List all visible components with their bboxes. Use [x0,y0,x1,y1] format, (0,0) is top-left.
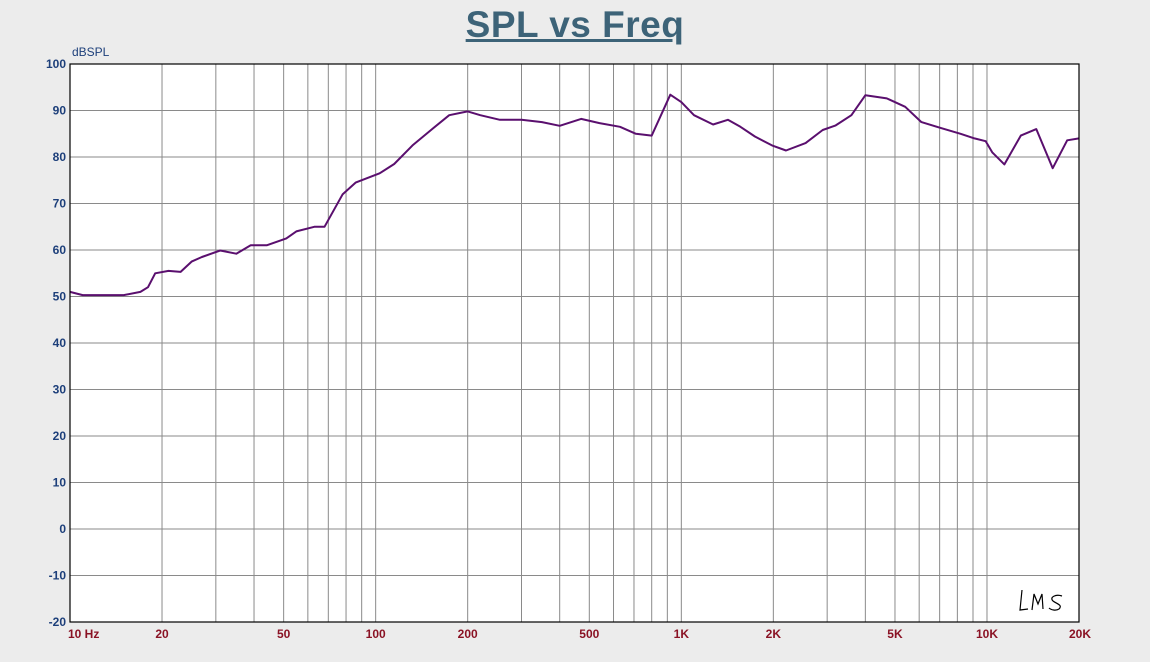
x-tick-label: 50 [277,627,291,641]
y-axis-label: dBSPL [72,45,110,59]
y-tick-label: 40 [53,336,67,350]
x-tick-label: 2K [766,627,782,641]
x-tick-label: 500 [579,627,599,641]
x-tick-label: 20 [155,627,169,641]
x-tick-label: 10 Hz [68,627,99,641]
x-tick-label: 1K [674,627,690,641]
x-tick-label: 200 [458,627,478,641]
y-tick-label: 10 [53,476,67,490]
plot-border [69,63,1080,623]
y-tick-label: 20 [53,429,67,443]
x-axis-ticks: 10 Hz 20 50 100 200 500 1K 2K 5K 10K 20K [68,627,1091,641]
lms-watermark [1019,589,1063,611]
y-tick-label: 30 [53,383,67,397]
y-tick-label: 0 [59,522,66,536]
y-tick-label: 90 [53,104,67,118]
y-tick-label: -20 [49,615,67,629]
spl-series-line [69,93,1080,297]
x-tick-label: 20K [1069,627,1091,641]
x-tick-label: 100 [366,627,386,641]
y-tick-label: 100 [46,57,66,71]
y-tick-label: 60 [53,243,67,257]
y-tick-label: 70 [53,197,67,211]
y-tick-label: -10 [49,569,67,583]
y-tick-label: 50 [53,290,67,304]
y-tick-label: 80 [53,150,67,164]
chart-title: SPL vs Freq [465,4,685,45]
series-layer [69,93,1080,297]
grid-lines [70,64,1079,622]
x-tick-label: 10K [976,627,998,641]
x-tick-label: 5K [887,627,903,641]
